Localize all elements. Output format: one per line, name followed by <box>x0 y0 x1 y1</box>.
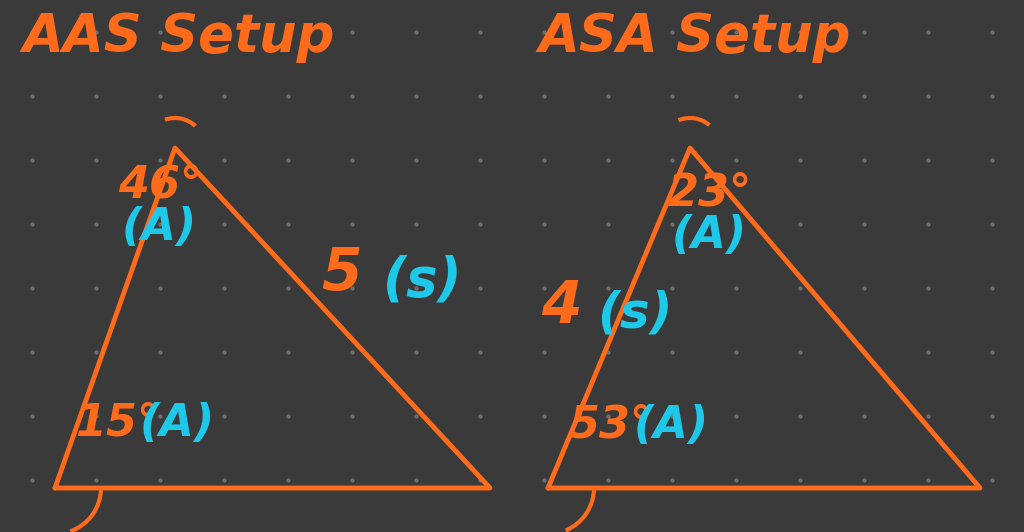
Text: ASA Setup: ASA Setup <box>538 11 850 63</box>
Text: AAS Setup: AAS Setup <box>22 11 335 63</box>
Text: 15°: 15° <box>75 402 160 445</box>
Text: (s): (s) <box>383 255 462 307</box>
Text: (A): (A) <box>634 404 710 447</box>
Text: (A): (A) <box>140 402 215 445</box>
Text: 5: 5 <box>323 245 384 302</box>
Text: (s): (s) <box>597 290 673 338</box>
Text: (A): (A) <box>122 206 198 249</box>
Text: 4: 4 <box>541 278 602 335</box>
Text: 23°: 23° <box>668 171 753 214</box>
Text: (A): (A) <box>672 214 748 257</box>
Text: 46°: 46° <box>118 164 203 207</box>
Text: 53°: 53° <box>568 404 652 447</box>
